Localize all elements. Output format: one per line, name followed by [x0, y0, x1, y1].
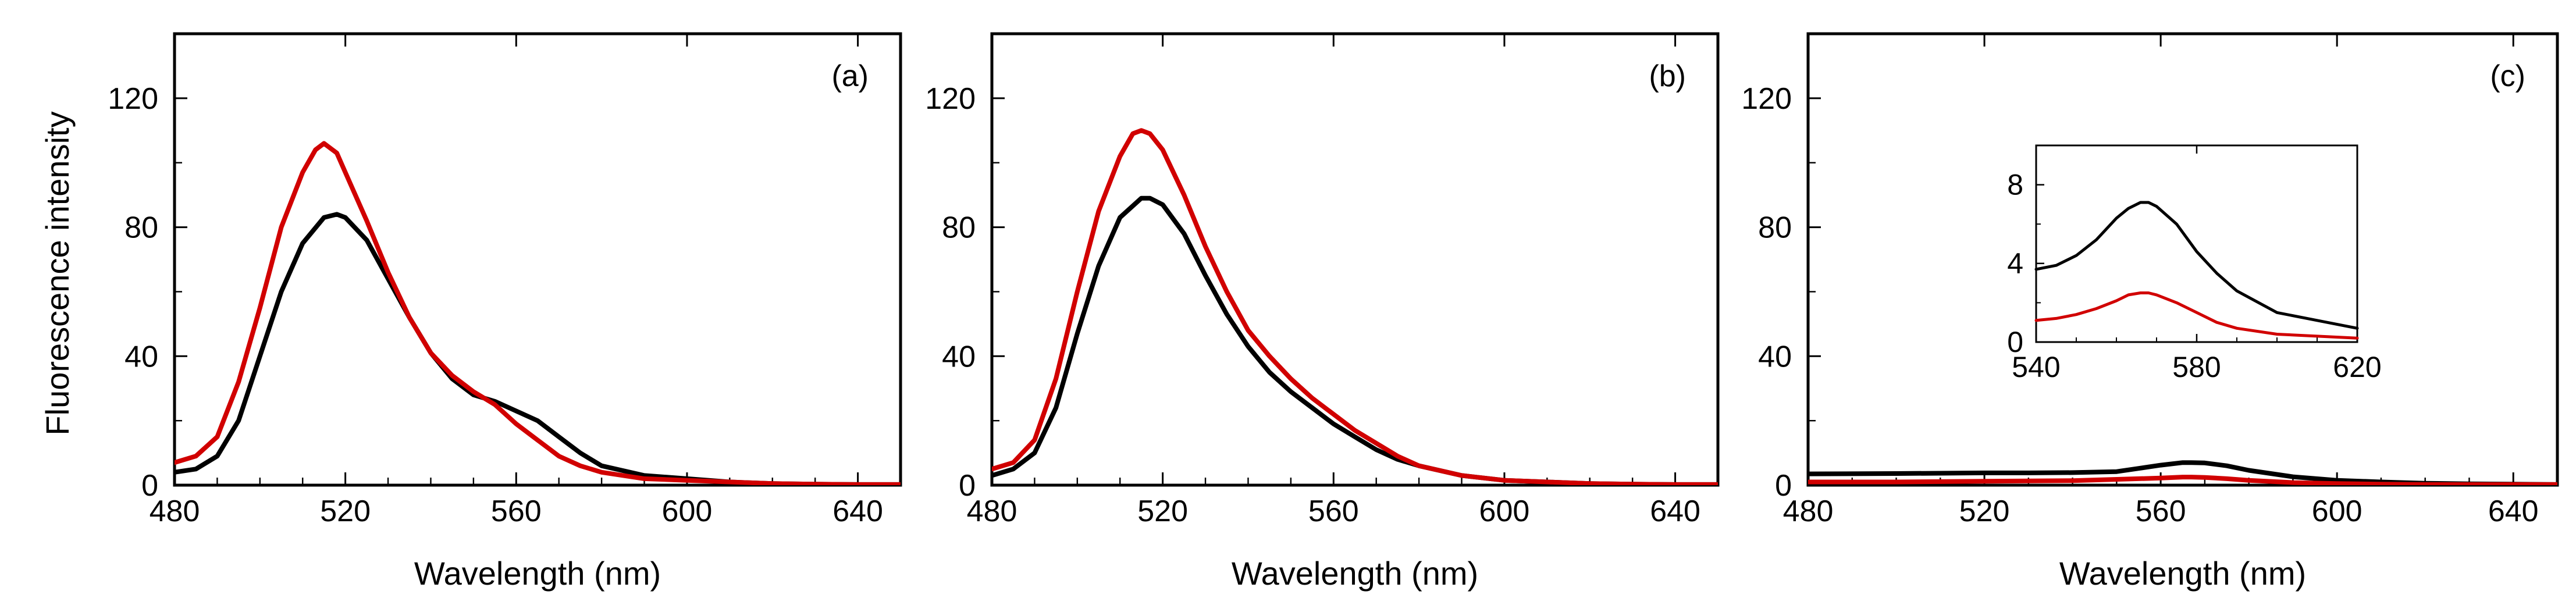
inset-y-tick-label: 4: [2007, 247, 2023, 280]
panel-a-frame: [173, 32, 902, 487]
panel-c-plot-area: [1808, 460, 2557, 485]
y-axis-title: Fluorescence intensity: [39, 111, 76, 435]
panel-b-series-black: [992, 195, 1718, 485]
panel-b-x-tick-label: 480: [967, 494, 1017, 528]
panel-a-y-tick-label: 0: [141, 469, 158, 503]
panel-a-series-black: [175, 212, 901, 485]
panel-c-x-tick-label: 600: [2312, 494, 2362, 528]
panel-c-y-tick-label: 80: [1758, 211, 1792, 245]
panel-b-x-tick-label: 640: [1650, 494, 1700, 528]
panel-b-x-tick-label: 560: [1308, 494, 1359, 528]
panel-a-label: (a): [831, 59, 869, 93]
panel-b-y-tick-label: 80: [942, 211, 976, 245]
inset-x-tick-label: 540: [2012, 351, 2060, 383]
panel-a: 480 520 560 600 640 0 40 80 120 (a) Wavelength (nm…: [108, 32, 902, 592]
panel-b-plot-area: [992, 128, 1718, 485]
panel-b: 480 520 560 600 640 0 40 80 120 (b) Wavelength (nm…: [925, 32, 1720, 592]
panel-c-x-tick-label: 560: [2136, 494, 2186, 528]
panel-c-series-red: [1808, 475, 2557, 485]
panel-b-y-tick-label: 40: [942, 340, 976, 373]
panel-c-y-tick-label: 40: [1758, 340, 1792, 373]
inset-series-red: [2034, 291, 2359, 340]
panel-c-y-tick-label: 0: [1775, 469, 1792, 503]
panel-b-series-red: [992, 128, 1718, 485]
panel-a-series-red: [175, 141, 901, 485]
panel-a-x-tick-label: 520: [320, 494, 371, 528]
panel-a-y-tick-label: 40: [124, 340, 158, 373]
panel-a-y-tick-label: 80: [124, 211, 158, 245]
panel-b-label: (b): [1649, 59, 1686, 93]
panel-a-x-axis-title: Wavelength (nm): [414, 555, 661, 592]
panel-c-label: (c): [2490, 59, 2525, 93]
panel-c-y-tick-label: 120: [1741, 82, 1792, 116]
inset-y-tick-label: 0: [2007, 326, 2023, 358]
panel-a-x-tick-label: 640: [832, 494, 883, 528]
panel-b-x-tick-label: 600: [1479, 494, 1530, 528]
panel-b-y-tick-label: 0: [959, 469, 976, 503]
panel-b-x-tick-label: 520: [1137, 494, 1188, 528]
panel-c-x-tick-label: 520: [1959, 494, 2010, 528]
panel-c-x-axis-title: Wavelength (nm): [2059, 555, 2306, 592]
panel-c-frame: [1806, 32, 2559, 487]
inset-x-tick-label: 580: [2172, 351, 2221, 383]
panel-b-x-axis-title: Wavelength (nm): [1232, 555, 1478, 592]
panel-c-x-tick-label: 480: [1783, 494, 1834, 528]
panel-c-x-tick-label: 640: [2488, 494, 2539, 528]
inset-x-tick-label: 620: [2333, 351, 2381, 383]
panel-b-y-tick-label: 120: [925, 82, 976, 116]
panel-a-x-tick-label: 600: [662, 494, 713, 528]
panel-b-frame: [990, 32, 1720, 487]
panel-a-x-tick-label: 480: [150, 494, 200, 528]
inset-y-tick-label: 8: [2007, 169, 2023, 201]
inset-chart: 540 580 620 0 4 8: [2007, 144, 2382, 383]
panel-a-plot-area: [175, 141, 901, 485]
inset-series-black: [2034, 201, 2359, 330]
panel-a-x-tick-label: 560: [491, 494, 542, 528]
panel-a-y-tick-label: 120: [108, 82, 158, 116]
